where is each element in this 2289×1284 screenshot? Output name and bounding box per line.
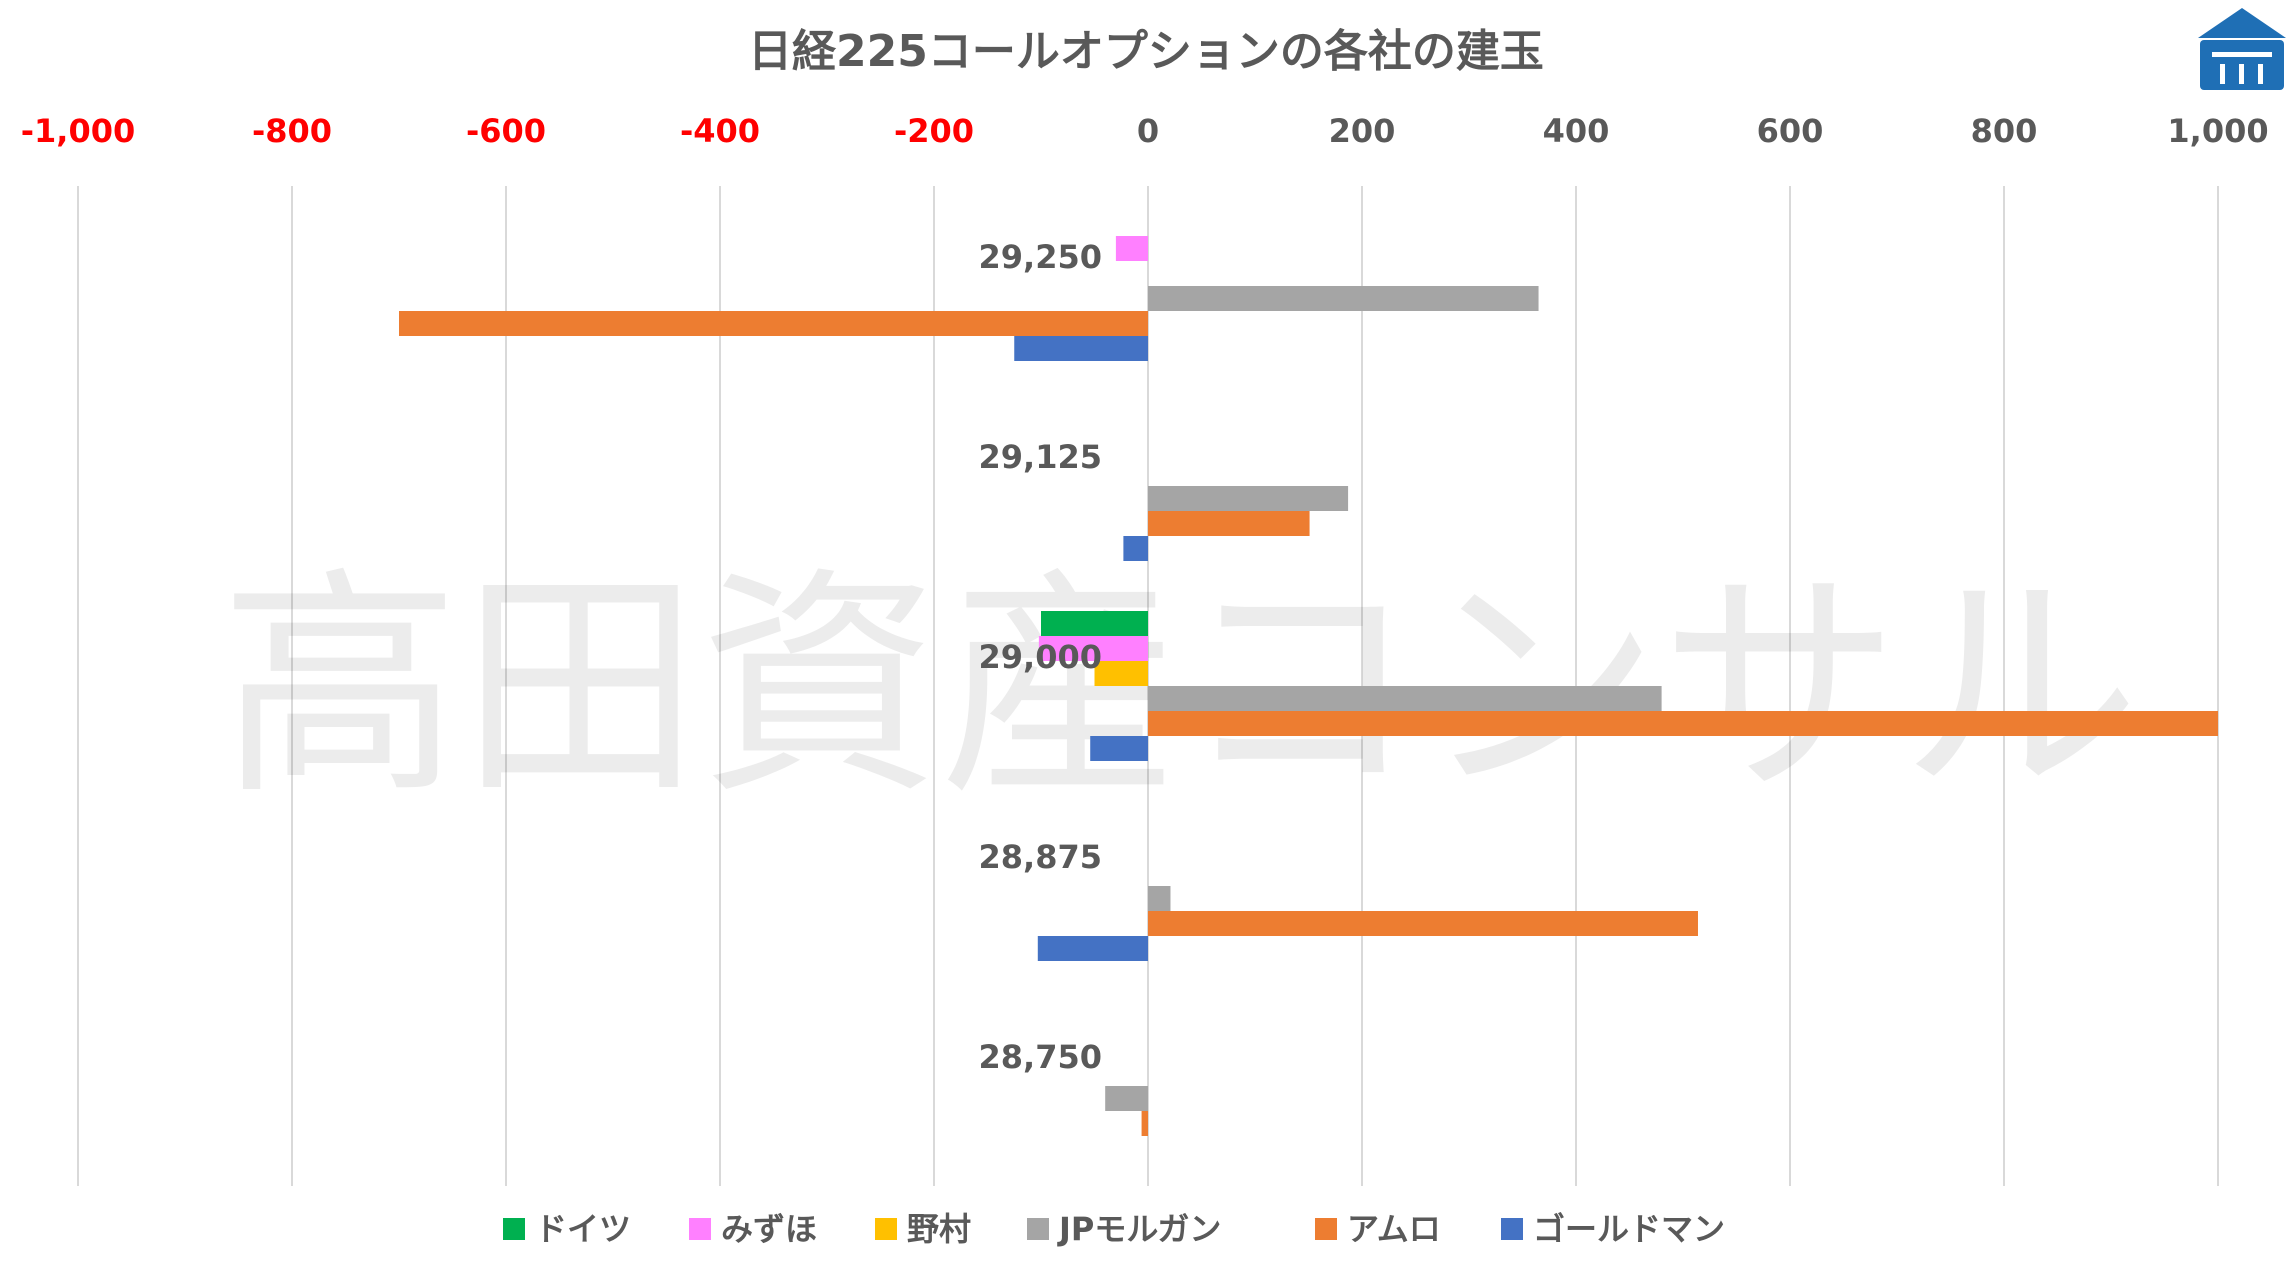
legend-swatch — [689, 1218, 711, 1240]
bar — [1148, 511, 1310, 536]
x-tick-label: 200 — [1329, 112, 1396, 150]
legend-label: JPモルガン — [1057, 1210, 1221, 1248]
x-tick-label: -200 — [894, 112, 974, 150]
legend-label: アムロ — [1347, 1210, 1441, 1248]
bar — [1141, 1111, 1148, 1136]
bars — [399, 236, 2218, 1136]
bar — [1148, 711, 2218, 736]
bar — [1041, 611, 1148, 636]
bar — [1014, 336, 1148, 361]
x-tick-label: -400 — [680, 112, 760, 150]
legend-label: みずほ — [721, 1210, 817, 1248]
category-label: 28,875 — [979, 838, 1102, 876]
x-tick-label: -600 — [466, 112, 546, 150]
legend-swatch — [1315, 1218, 1337, 1240]
takada-logo-icon — [2198, 8, 2286, 90]
bar — [1038, 636, 1148, 661]
bar — [1148, 686, 1662, 711]
bar — [1115, 236, 1148, 261]
legend-swatch — [1501, 1218, 1523, 1240]
x-tick-label: 400 — [1543, 112, 1610, 150]
legend-label: ドイツ — [535, 1210, 631, 1248]
bar — [1148, 911, 1698, 936]
category-label: 29,250 — [979, 238, 1102, 276]
x-tick-label: -800 — [252, 112, 332, 150]
category-label: 28,750 — [979, 1038, 1102, 1076]
category-label: 29,125 — [979, 438, 1102, 476]
legend-swatch — [503, 1218, 525, 1240]
x-tick-label: -1,000 — [21, 112, 136, 150]
legend: ドイツ みずほ 野村 JPモルガン アムロ ゴールドマン — [503, 1210, 1725, 1248]
x-tick-label: 1,000 — [2167, 112, 2268, 150]
bar — [1148, 886, 1171, 911]
bar — [399, 311, 1148, 336]
x-axis-ticks: -1,000 -800 -600 -400 -200 0 200 400 600 800 1,000 — [21, 112, 2269, 150]
x-tick-label: 600 — [1757, 112, 1824, 150]
category-label: 29,000 — [979, 638, 1102, 676]
bar — [1148, 286, 1539, 311]
bar — [1090, 736, 1148, 761]
category-labels: 29,250 29,125 29,000 28,875 28,750 — [979, 238, 1102, 1076]
legend-swatch — [875, 1218, 897, 1240]
bar — [1148, 486, 1349, 511]
x-tick-label: 800 — [1971, 112, 2038, 150]
legend-swatch — [1027, 1218, 1049, 1240]
legend-label: 野村 — [907, 1210, 971, 1248]
x-tick-label: 0 — [1137, 112, 1159, 150]
bar — [1094, 661, 1148, 686]
bar — [1037, 936, 1148, 961]
bar — [1105, 1086, 1148, 1111]
bar — [1123, 536, 1148, 561]
legend-label: ゴールドマン — [1533, 1210, 1725, 1248]
chart-title: 日経225コールオプションの各社の建玉 — [748, 26, 1544, 77]
